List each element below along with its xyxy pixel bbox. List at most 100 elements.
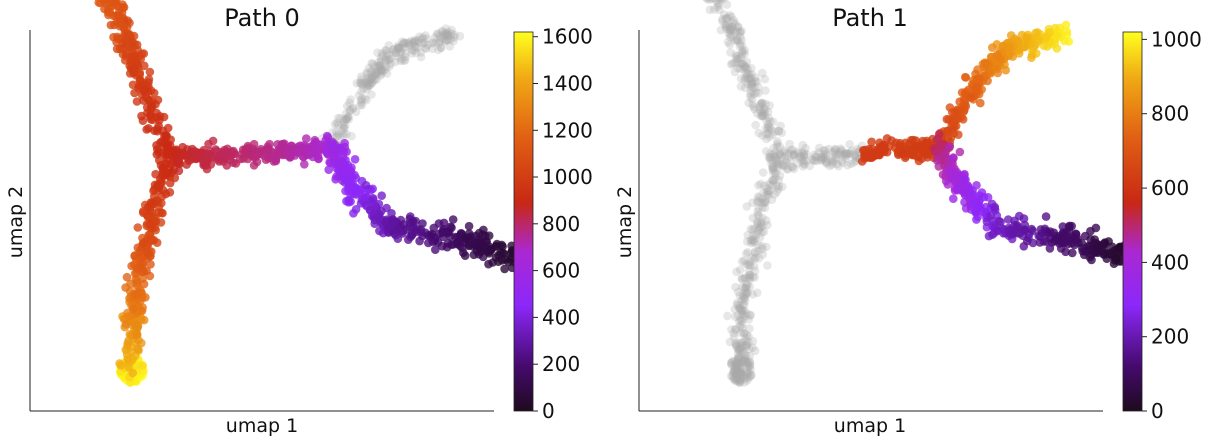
scatter-point-inactive (809, 156, 818, 165)
scatter-point-inactive (828, 158, 838, 167)
scatter-point-inactive (769, 176, 778, 185)
scatter-point-inactive (732, 358, 741, 368)
scatter-point-inactive (746, 74, 756, 83)
scatter-point-inactive (768, 167, 778, 177)
scatter-point-inactive (742, 71, 751, 81)
scatter-point-inactive (737, 370, 746, 380)
scatter-point (1019, 214, 1029, 223)
scatter-point (464, 240, 474, 250)
scatter-point-inactive (739, 292, 748, 302)
scatter-point-inactive (794, 147, 803, 156)
scatter-point-inactive (728, 368, 738, 378)
scatter-point-inactive (393, 43, 403, 53)
scatter-point-inactive (789, 150, 799, 160)
colorbar-tick-label: 200 (1151, 325, 1189, 349)
scatter-point-inactive (709, 5, 719, 14)
scatter-point-inactive (763, 261, 772, 270)
scatter-point-inactive (745, 324, 754, 333)
scatter-point-inactive (421, 31, 430, 40)
scatter-point-inactive (845, 140, 854, 149)
scatter-point (138, 238, 148, 248)
scatter-point-inactive (726, 60, 736, 69)
scatter-point-inactive (741, 69, 751, 78)
scatter-point-inactive (399, 38, 409, 47)
scatter-point-inactive (347, 131, 356, 141)
scatter-point (961, 175, 970, 184)
scatter-point (344, 195, 354, 205)
scatter-point-inactive (762, 134, 771, 144)
scatter-point-inactive (851, 152, 861, 161)
scatter-point-inactive (726, 30, 735, 40)
scatter-point-inactive (748, 290, 757, 299)
scatter-point (1020, 226, 1030, 235)
scatter-point-inactive (442, 35, 452, 45)
scatter-point-inactive (384, 62, 394, 71)
scatter-point (1022, 34, 1032, 43)
scatter-point-inactive (777, 153, 787, 162)
scatter-point-inactive (758, 244, 767, 254)
scatter-point-inactive (356, 95, 366, 105)
scatter-point-inactive (737, 274, 747, 283)
scatter-point-inactive (842, 151, 851, 160)
scatter-point-inactive (757, 195, 767, 204)
scatter-point-inactive (746, 82, 755, 92)
scatter-point-inactive (762, 116, 771, 126)
scatter-point (990, 202, 1000, 212)
scatter-point-inactive (768, 150, 777, 159)
scatter-point (1085, 252, 1095, 262)
scatter-point-inactive (778, 160, 788, 169)
colorbar-tick-label: 1000 (542, 165, 593, 189)
scatter-point (949, 194, 958, 203)
scatter-point-inactive (369, 71, 379, 80)
scatter-point-inactive (758, 203, 767, 212)
scatter-point (497, 240, 507, 250)
scatter-point-inactive (734, 345, 743, 354)
scatter-point-inactive (742, 367, 751, 377)
scatter-point-inactive (749, 83, 759, 93)
scatter-point-inactive (745, 358, 755, 368)
scatter-point (434, 219, 444, 228)
scatter-point-inactive (720, 0, 727, 2)
scatter-point-inactive (733, 311, 743, 320)
scatter-point-inactive (773, 150, 783, 160)
scatter-point-inactive (765, 186, 774, 196)
scatter-point-inactive (743, 64, 752, 74)
scatter-point-inactive (731, 364, 740, 374)
scatter-point-inactive (735, 363, 744, 373)
scatter-point-inactive (401, 38, 411, 48)
scatter-point-inactive (747, 238, 756, 248)
scatter-point (485, 245, 495, 254)
scatter-point-inactive (748, 213, 758, 223)
scatter-point-inactive (384, 41, 394, 50)
scatter-point-inactive (348, 104, 358, 114)
scatter-point-inactive (746, 370, 756, 380)
scatter-point-inactive (773, 157, 782, 166)
scatter-point (947, 125, 957, 135)
scatter-point-inactive (754, 253, 764, 263)
scatter-point-inactive (765, 153, 775, 162)
scatter-point-inactive (831, 145, 840, 154)
scatter-point-inactive (444, 35, 453, 45)
scatter-point-inactive (357, 79, 366, 88)
scatter-point-inactive (757, 108, 766, 117)
scatter-point-inactive (738, 59, 747, 69)
scatter-point-inactive (401, 49, 410, 58)
colorbar-tick-label: 1000 (1151, 27, 1202, 51)
scatter-point (992, 64, 1002, 74)
scatter-point-inactive (418, 33, 428, 42)
scatter-point-inactive (748, 78, 757, 87)
scatter-point-inactive (722, 0, 732, 9)
scatter-point-inactive (735, 27, 744, 37)
scatter-point-inactive (423, 40, 433, 50)
scatter-point-inactive (406, 36, 416, 46)
scatter-point-inactive (735, 368, 744, 377)
scatter-point-inactive (748, 100, 757, 109)
scatter-point (148, 223, 157, 233)
scatter-point-inactive (770, 164, 779, 173)
scatter-point (1052, 44, 1062, 53)
scatter-point (957, 88, 967, 97)
scatter-point-inactive (740, 83, 750, 93)
scatter-point-inactive (737, 26, 746, 36)
scatter-point-inactive (365, 77, 374, 86)
